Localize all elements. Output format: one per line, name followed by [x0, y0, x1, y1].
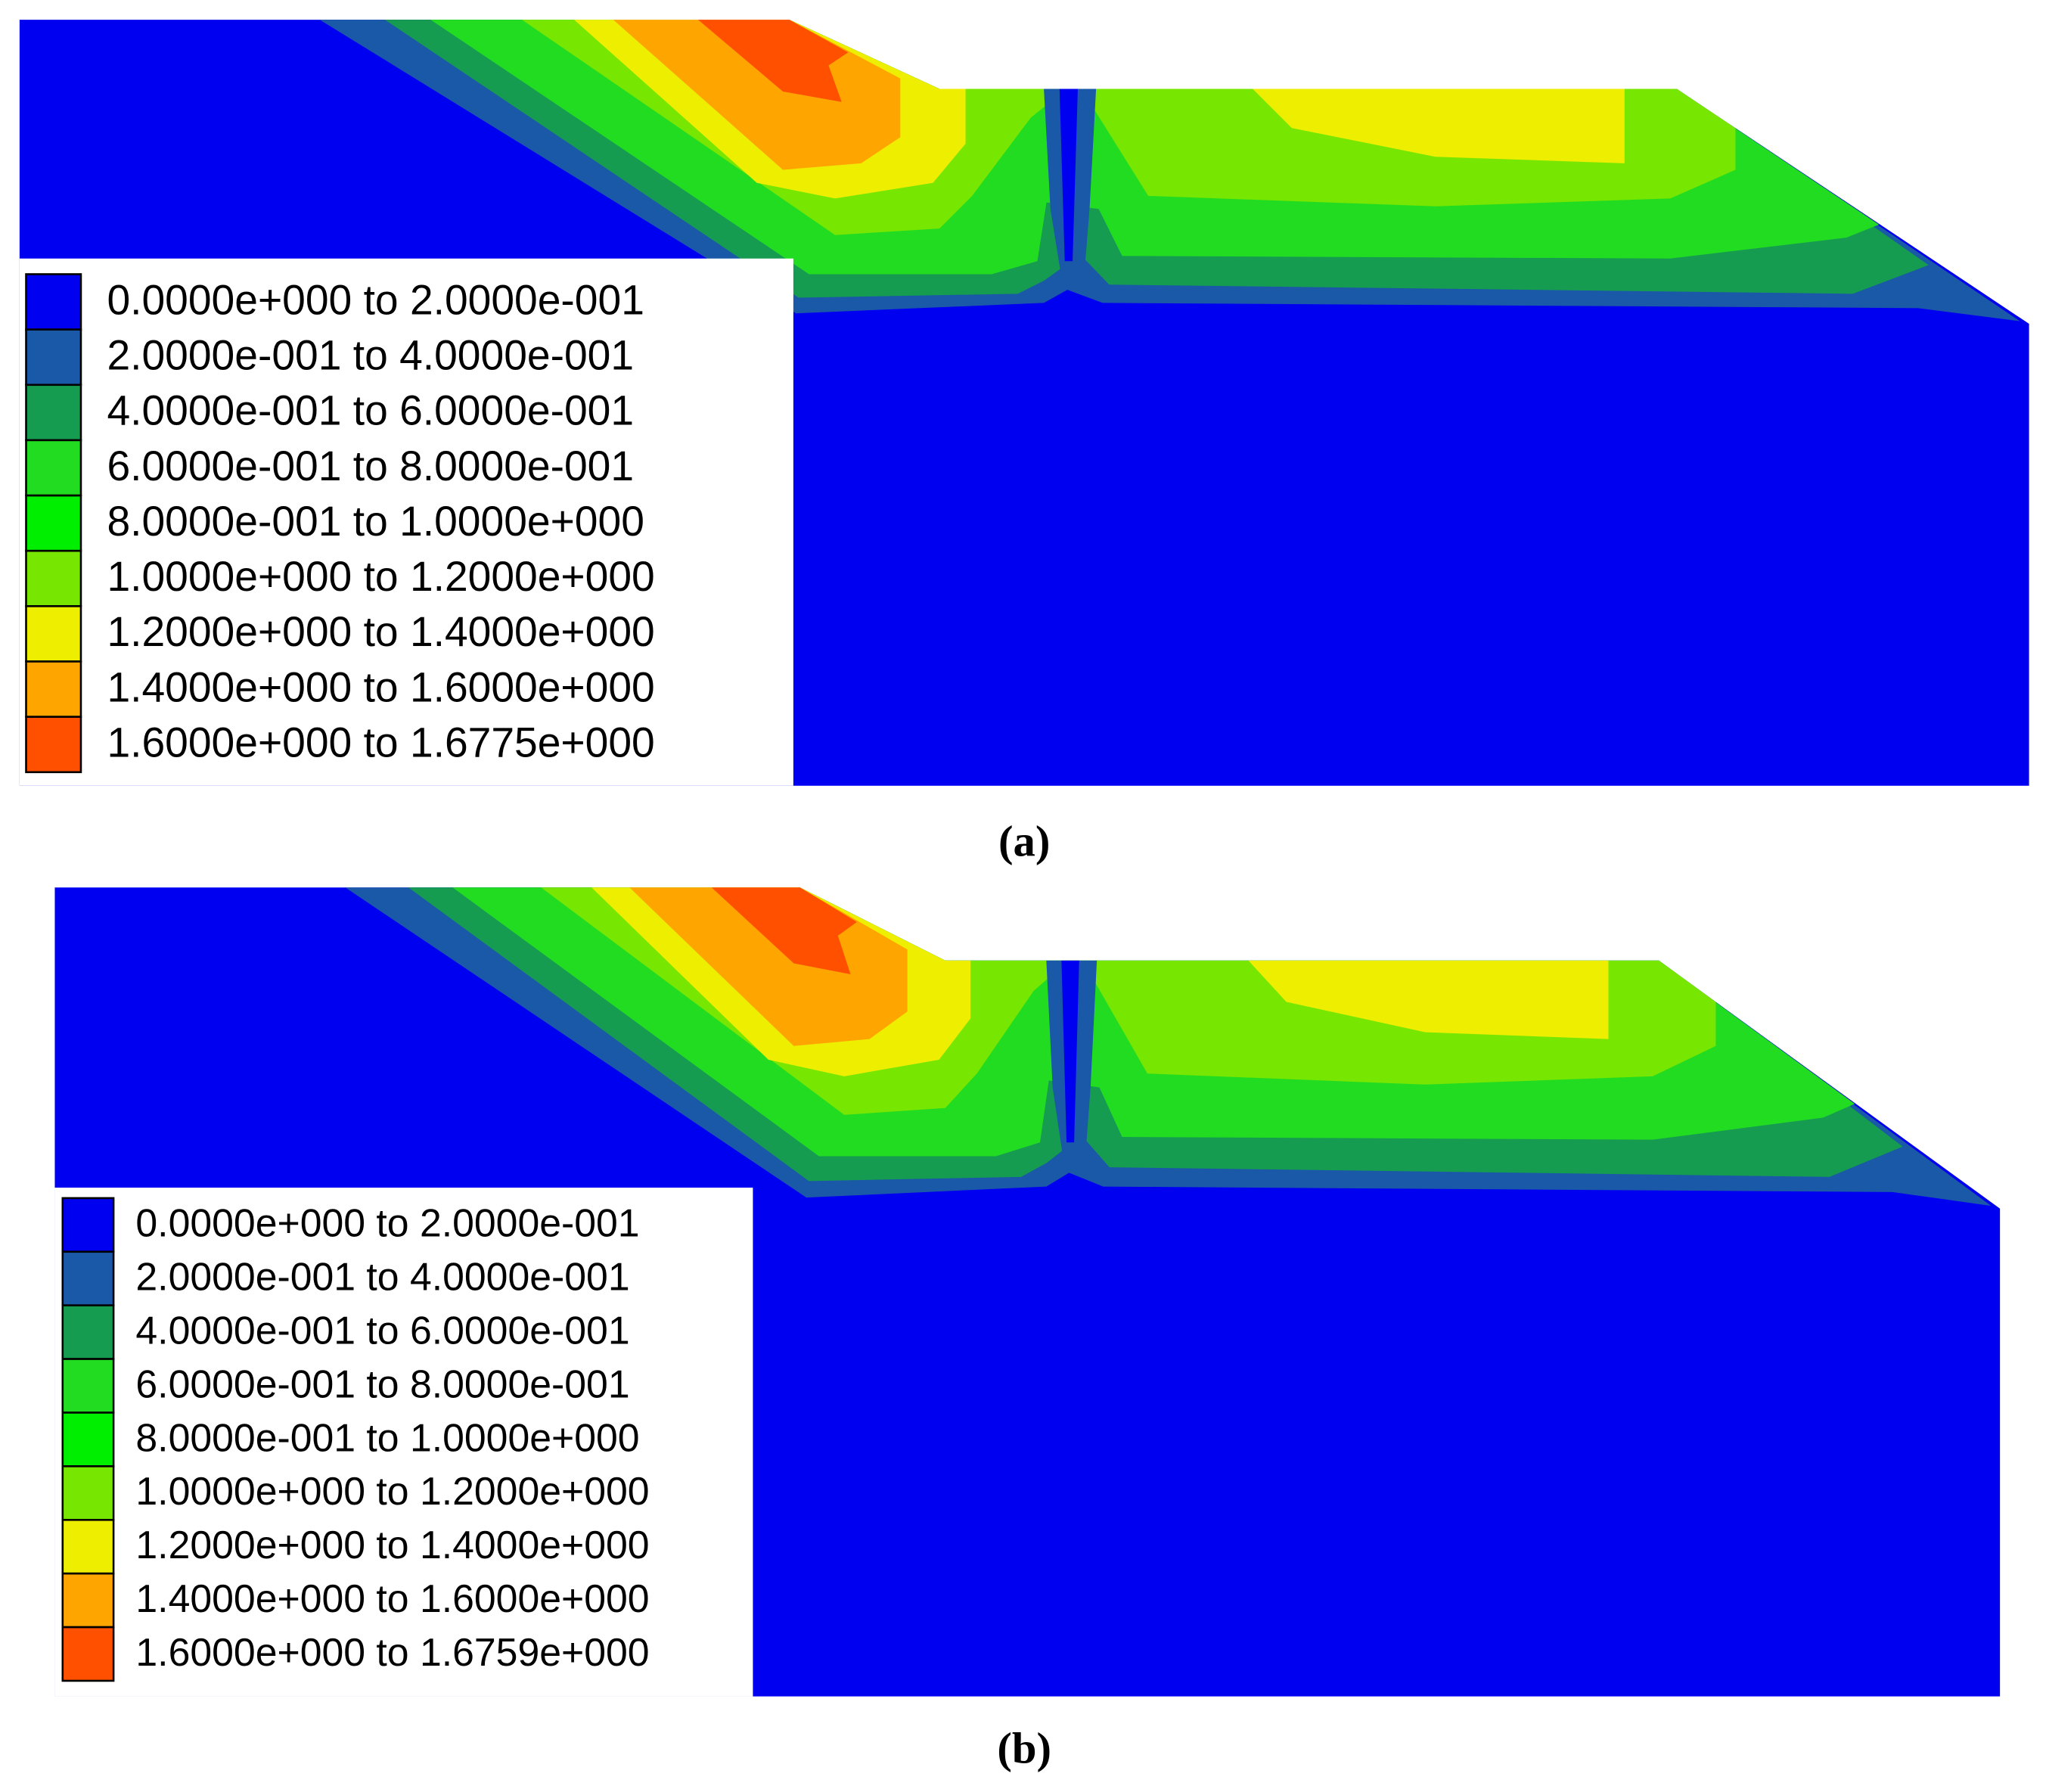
legend-label: 2.0000e-001 to 4.0000e-001	[107, 331, 634, 378]
legend-swatch	[25, 328, 82, 387]
legend-swatch	[61, 1250, 115, 1306]
legend-label: 1.0000e+000 to 1.2000e+000	[135, 1469, 649, 1513]
legend-label: 1.6000e+000 to 1.6775e+000	[107, 719, 654, 766]
legend-swatch	[25, 549, 82, 607]
legend-swatch	[61, 1358, 115, 1414]
caption: (b)	[997, 1723, 1051, 1772]
legend-swatch	[61, 1465, 115, 1521]
legend-label: 1.4000e+000 to 1.6000e+000	[135, 1576, 649, 1620]
legend-swatch	[25, 273, 82, 331]
legend-label: 4.0000e-001 to 6.0000e-001	[135, 1309, 629, 1353]
legend-swatch	[25, 660, 82, 718]
legend-box	[19, 258, 793, 786]
legend-label: 2.0000e-001 to 4.0000e-001	[135, 1255, 629, 1299]
legend-swatch	[25, 716, 82, 774]
legend-label: 1.6000e+000 to 1.6759e+000	[135, 1630, 649, 1674]
legend-label: 0.0000e+000 to 2.0000e-001	[135, 1201, 639, 1245]
legend-label: 8.0000e-001 to 1.0000e+000	[107, 498, 644, 545]
caption: (a)	[998, 817, 1050, 866]
legend-swatch	[25, 439, 82, 497]
legend-swatch	[25, 494, 82, 552]
legend-label: 1.0000e+000 to 1.2000e+000	[107, 553, 654, 600]
legend-label: 6.0000e-001 to 8.0000e-001	[135, 1362, 629, 1405]
legend-swatch	[25, 384, 82, 442]
legend-label: 1.2000e+000 to 1.4000e+000	[135, 1523, 649, 1567]
legend-swatch	[61, 1304, 115, 1360]
legend-swatch	[61, 1197, 115, 1253]
legend-label: 1.4000e+000 to 1.6000e+000	[107, 663, 654, 710]
legend-label: 8.0000e-001 to 1.0000e+000	[135, 1415, 639, 1459]
legend-swatch	[61, 1518, 115, 1575]
legend-label: 6.0000e-001 to 8.0000e-001	[107, 443, 634, 489]
legend-label: 4.0000e-001 to 6.0000e-001	[107, 387, 634, 434]
legend-swatch	[61, 1412, 115, 1467]
legend-swatch	[61, 1572, 115, 1629]
legend-swatch	[25, 605, 82, 663]
legend-swatch	[61, 1626, 115, 1682]
legend-label: 1.2000e+000 to 1.4000e+000	[107, 608, 654, 655]
legend-box	[54, 1188, 753, 1697]
legend-label: 0.0000e+000 to 2.0000e-001	[107, 276, 644, 323]
